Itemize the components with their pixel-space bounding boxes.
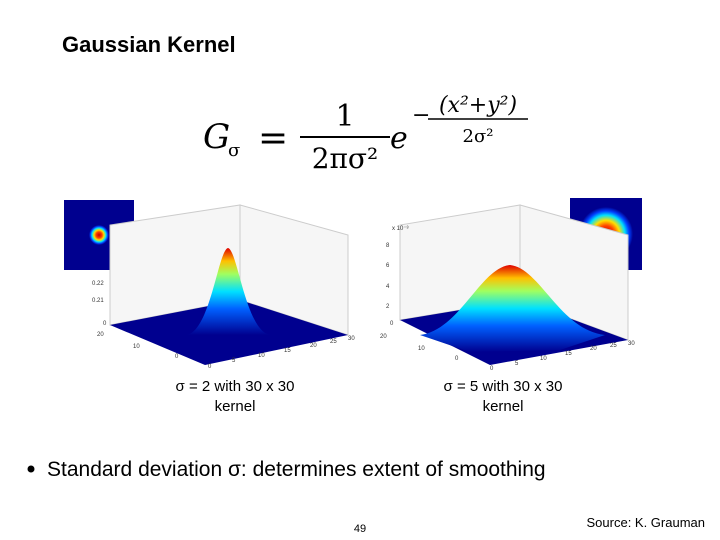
tick-label: 8 [386, 243, 390, 249]
tick-label: 20 [310, 343, 317, 349]
tick-label: x 10⁻³ [392, 226, 409, 232]
tick-label: 10 [418, 346, 425, 352]
caption: σ = 2 with 30 x 30 [176, 378, 295, 395]
tick-label: 0 [490, 366, 494, 372]
tick-label: 2 [386, 304, 390, 310]
formula: G σ = 1 2πσ² e − (x²+y²) 2σ² [203, 93, 528, 175]
tick-label: 6 [386, 263, 390, 269]
tick-label: 25 [610, 343, 617, 349]
tick-label: 10 [540, 356, 547, 362]
formula-denominator: 2πσ² [312, 142, 379, 175]
source: Source: K. Grauman [587, 515, 706, 530]
formula-lhs: G [203, 117, 230, 157]
tick-label: 0 [455, 356, 459, 362]
caption: σ = 5 with 30 x 30 [444, 378, 563, 395]
tick-label: 5 [515, 361, 519, 367]
tick-label: 30 [628, 341, 635, 347]
surface-plot: 0 0.21 0.22 20 10 0 0 5 10 15 20 25 30 [92, 204, 355, 370]
formula-lhs-sub: σ [228, 140, 240, 161]
tick-label: 20 [590, 346, 597, 352]
page-number: 49 [354, 523, 366, 535]
caption: kernel [215, 398, 256, 415]
bullet-dot [27, 465, 35, 473]
tick-label: 0.21 [92, 298, 104, 304]
tick-label: 15 [284, 348, 291, 354]
formula-numerator: 1 [335, 99, 354, 134]
slide-title: Gaussian Kernel [62, 32, 236, 57]
surface [420, 265, 605, 352]
formula-exp-denominator: 2σ² [463, 126, 494, 147]
tick-label: 25 [330, 339, 337, 345]
formula-exp-numerator: (x²+y²) [439, 93, 517, 118]
formula-exp-sign: − [412, 103, 430, 128]
surface-plot: x 10⁻³ 8 6 4 2 0 20 10 0 0 5 10 15 20 25… [380, 204, 635, 372]
tick-label: 0.22 [92, 281, 104, 287]
tick-label: 20 [97, 332, 104, 338]
tick-label: 0 [175, 354, 179, 360]
tick-label: 30 [348, 336, 355, 342]
tick-label: 5 [232, 358, 236, 364]
formula-equals: = [258, 118, 288, 159]
bullet-text: Standard deviation σ: determines extent … [47, 458, 546, 481]
formula-base: e [390, 121, 408, 156]
tick-label: 20 [380, 334, 387, 340]
caption: kernel [483, 398, 524, 415]
tick-label: 10 [133, 344, 140, 350]
tick-label: 0 [390, 321, 394, 327]
tick-label: 10 [258, 353, 265, 359]
tick-label: 4 [386, 284, 390, 290]
kernel-spot [89, 225, 109, 245]
surface [185, 248, 272, 335]
tick-label: 0 [103, 321, 107, 327]
tick-label: 15 [565, 351, 572, 357]
tick-label: 0 [208, 364, 212, 370]
